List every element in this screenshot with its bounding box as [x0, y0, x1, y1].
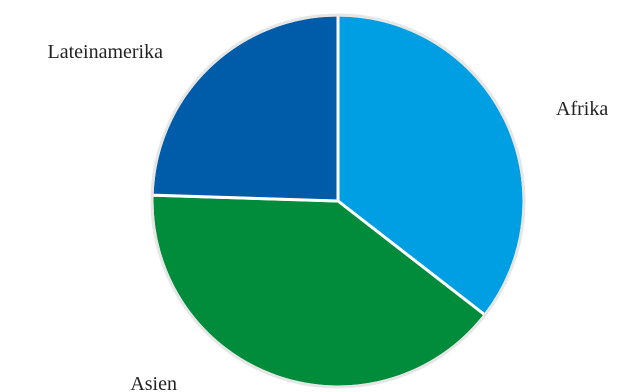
pie-labels: Afrika Asien Lateinamerika	[48, 41, 609, 392]
slice-label-afrika: Afrika	[556, 98, 608, 120]
pie-slices	[150, 13, 526, 389]
pie-slice-lateinamerika	[150, 13, 340, 203]
slice-label-asien: Asien	[130, 373, 177, 392]
slice-label-lateinamerika: Lateinamerika	[48, 41, 164, 63]
pie-outline	[150, 13, 526, 389]
